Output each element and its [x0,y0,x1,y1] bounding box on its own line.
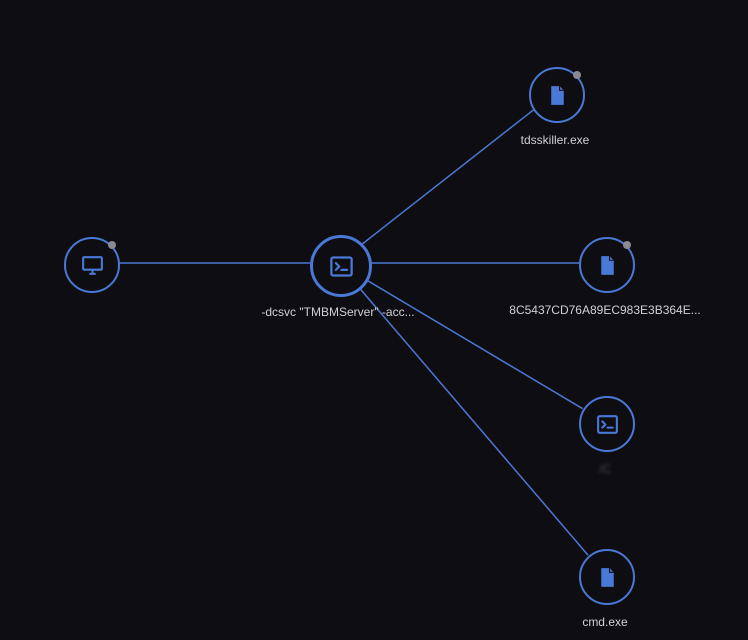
file-icon [595,253,620,278]
graph-node-cmd[interactable] [579,549,635,605]
node-label: 8C5437CD76A89EC983E3B364E... [505,303,705,317]
graph-node-child[interactable] [579,396,635,452]
graph-edge [360,109,534,246]
monitor-icon [80,253,105,278]
status-dot [573,71,581,79]
node-label: cmd.exe [505,615,705,629]
node-label: -dcsvc "TMBMServer" -acc... [238,305,438,319]
graph-node-tds[interactable] [529,67,585,123]
terminal-icon [328,253,355,280]
terminal-icon [595,412,620,437]
graph-edge [356,284,588,555]
file-icon [545,83,570,108]
file-icon [595,565,620,590]
node-label: /C [505,462,705,476]
status-dot [623,241,631,249]
node-label: tdsskiller.exe [455,133,655,147]
status-dot [108,241,116,249]
graph-edge [362,277,583,408]
graph-node-host[interactable] [64,237,120,293]
process-graph [0,0,748,640]
graph-node-hash[interactable] [579,237,635,293]
graph-node-center[interactable] [310,235,372,297]
